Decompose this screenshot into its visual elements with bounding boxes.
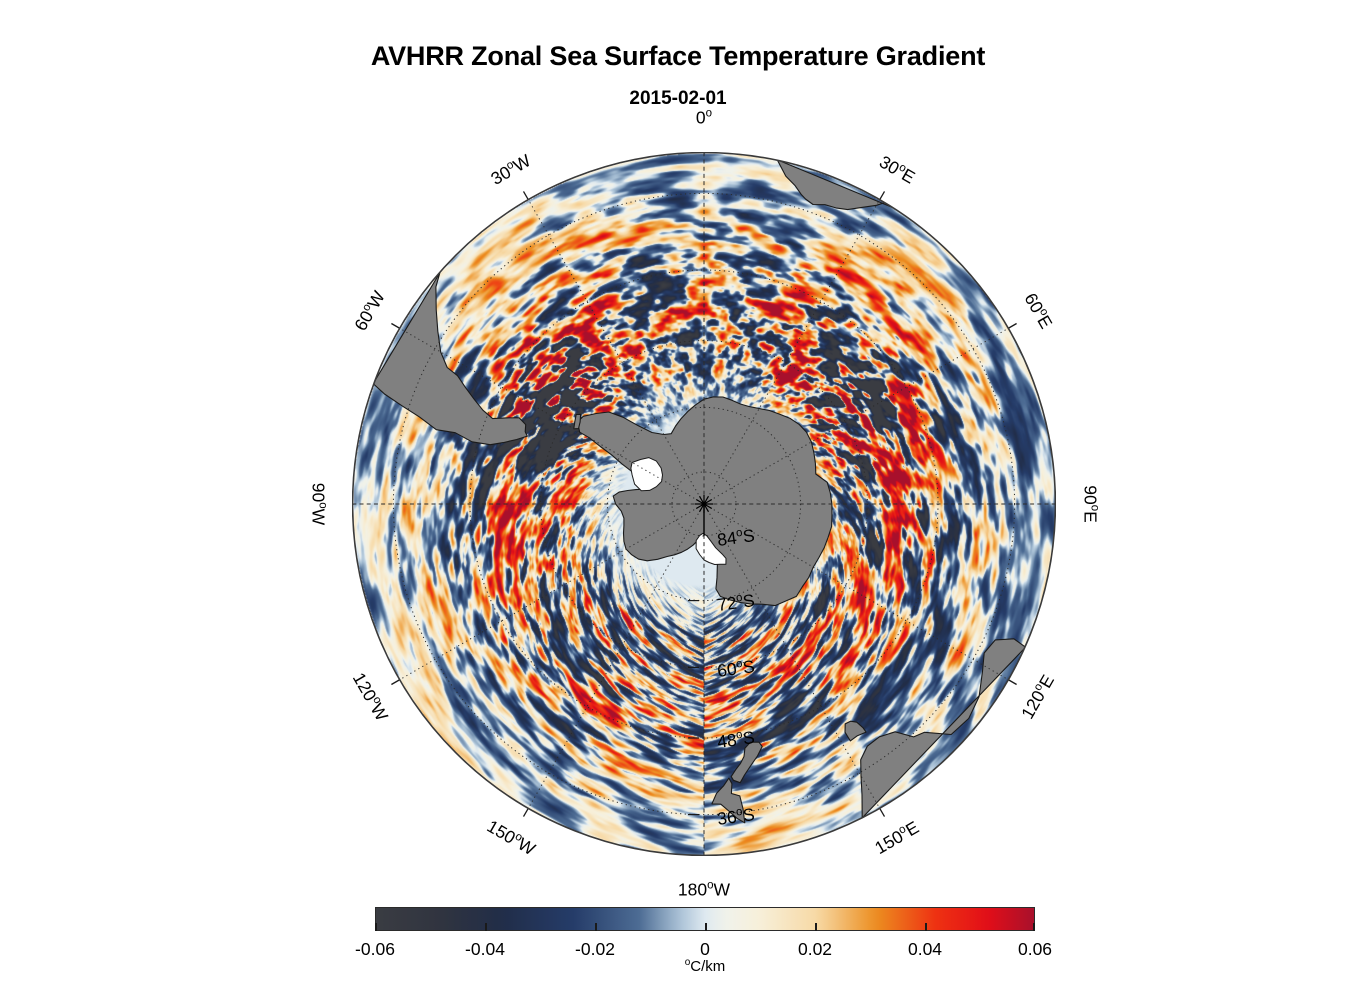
colorbar-tick	[375, 923, 377, 931]
colorbar-tick-label: 0.04	[907, 939, 943, 959]
meridian--30	[527, 198, 704, 503]
degree-symbol: o	[896, 161, 909, 175]
degree-symbol: o	[735, 805, 744, 819]
degree-symbol: o	[359, 301, 374, 314]
degree-symbol: o	[369, 694, 384, 707]
map-boundary-circle	[352, 152, 1056, 856]
colorbar-tick	[705, 923, 707, 931]
lon-tick-lon-60E	[1008, 322, 1017, 329]
longitude-label-lon-0: 0o	[695, 107, 713, 128]
landmass-nznorth	[711, 777, 746, 824]
colorbar-tick-layer: -0.06 -0.04 -0.02 0 0.02 0.04 0.06	[355, 923, 1052, 959]
landmass-tasmania	[844, 720, 867, 742]
lon-tick-lon-30W	[522, 191, 529, 200]
colorbar-tick	[925, 923, 927, 931]
degree-symbol: o	[512, 830, 525, 845]
axis-ticks	[391, 191, 1017, 817]
lon-tick-lon-60W	[391, 322, 400, 329]
colorbar-tick-label: 0.02	[797, 939, 833, 959]
degree-symbol: o	[735, 526, 744, 540]
colorbar-tick	[595, 923, 597, 931]
degree-symbol: o	[1088, 504, 1101, 512]
degree-symbol: o	[316, 502, 329, 509]
longitude-label-lon-90W: 90oW	[308, 482, 329, 526]
landmass-antarctica	[576, 396, 833, 607]
degree-symbol: o	[896, 823, 909, 837]
degree-symbol: o	[735, 591, 744, 605]
landmass-antpeninsulais	[573, 413, 582, 430]
landmass-southamerica	[372, 267, 528, 446]
degree-symbol: o	[705, 107, 713, 120]
degree-symbol: o	[707, 879, 714, 892]
meridian--150	[527, 505, 704, 810]
degree-symbol: o	[504, 158, 516, 173]
lon-tick-lon-120W	[391, 679, 400, 686]
degree-symbol: o	[684, 957, 691, 968]
colorbar-tick	[485, 923, 487, 931]
parallel-36s	[392, 192, 1016, 816]
meridian--120	[398, 504, 703, 681]
meridian-150	[704, 505, 881, 810]
polar-stereographic-plot	[352, 152, 1056, 856]
meridian-120	[705, 504, 1010, 681]
colorbar-tick-label: -0.02	[575, 939, 615, 959]
polar-map: 0o 30oE 60oE 90oE 120oE 150oE 180oW 150oW 120oW 9…	[309, 108, 1101, 900]
degree-symbol: o	[1037, 306, 1051, 318]
colorbar-tick-label: -0.04	[465, 939, 505, 959]
degree-symbol: o	[1032, 681, 1046, 694]
meridian--60	[398, 327, 703, 504]
page-title: AVHRR Zonal Sea Surface Temperature Grad…	[370, 41, 986, 71]
colorbar[interactable]: -0.06 -0.04 -0.02 0 0.02 0.04 0.06	[355, 907, 1052, 959]
lon-tick-lon-120E	[1008, 679, 1017, 686]
longitude-label-lon-180W: 180oW	[677, 879, 731, 900]
colorbar-tick-label: 0.06	[1017, 939, 1053, 959]
colorbar-tick	[815, 923, 817, 931]
lon-tick-lon-150E	[879, 808, 886, 817]
colorbar-tick	[1033, 923, 1035, 931]
ice-shelf-ronneice	[630, 457, 663, 492]
landmass-madagascar	[968, 184, 1055, 240]
colorbar-tick-label: -0.06	[355, 939, 395, 959]
colorbar-unit-label: oC/km	[684, 957, 726, 976]
graticule	[353, 153, 1055, 855]
meridian-60	[705, 327, 1010, 504]
degree-symbol: o	[735, 728, 744, 742]
longitude-label-lon-90E: 90oE	[1080, 485, 1101, 523]
lon-tick-lon-30E	[879, 191, 886, 200]
colorbar-tick-label: 0	[700, 939, 710, 959]
lon-tick-lon-150W	[522, 808, 529, 817]
meridian-30	[704, 198, 881, 503]
landmass-nzsouth	[730, 741, 763, 784]
degree-symbol: o	[735, 658, 744, 671]
figure-subtitle-date: 2015-02-01	[629, 88, 727, 109]
